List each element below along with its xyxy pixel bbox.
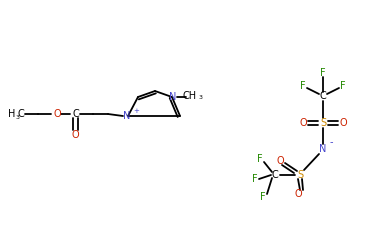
Text: C: C: [17, 109, 24, 119]
Text: F: F: [252, 174, 258, 184]
Text: F: F: [300, 81, 306, 91]
Text: O: O: [339, 118, 347, 128]
Text: O: O: [294, 189, 302, 199]
Text: F: F: [257, 154, 263, 164]
Text: CH: CH: [183, 91, 197, 101]
Text: S: S: [297, 170, 303, 180]
Text: N: N: [169, 92, 177, 102]
Text: -: -: [330, 137, 334, 147]
Text: H: H: [8, 109, 16, 119]
Text: S: S: [320, 118, 326, 128]
Text: 3: 3: [199, 95, 203, 100]
Text: O: O: [71, 130, 79, 140]
Text: +: +: [133, 108, 139, 114]
Text: F: F: [260, 192, 266, 202]
Text: O: O: [53, 109, 61, 119]
Text: F: F: [320, 68, 326, 78]
Text: N: N: [319, 144, 327, 154]
Text: C: C: [320, 91, 326, 101]
Text: C: C: [73, 109, 80, 119]
Text: O: O: [299, 118, 307, 128]
Text: N: N: [123, 111, 131, 121]
Text: 3: 3: [16, 115, 20, 120]
Text: O: O: [276, 156, 284, 166]
Text: C: C: [272, 170, 278, 180]
Text: F: F: [340, 81, 346, 91]
